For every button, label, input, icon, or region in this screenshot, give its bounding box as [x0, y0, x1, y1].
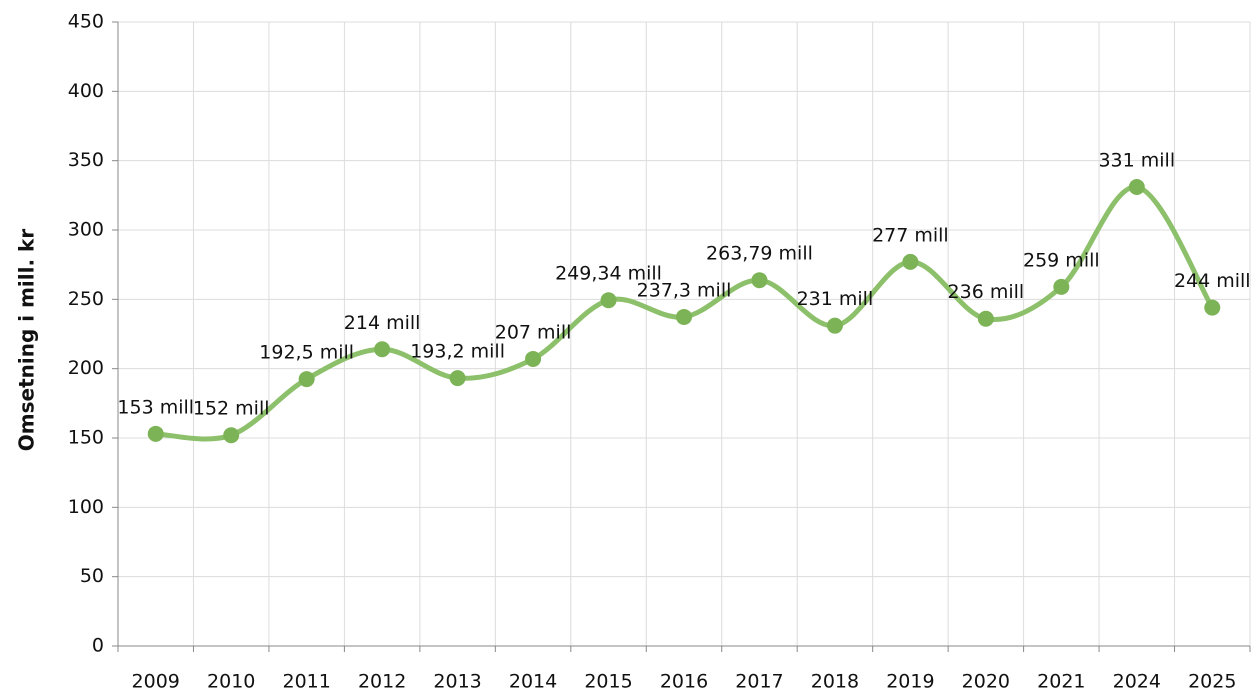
- data-label: 192,5 mill: [259, 342, 354, 364]
- data-point: [902, 253, 919, 270]
- data-label: 263,79 mill: [706, 243, 813, 265]
- x-tick-label: 2018: [811, 671, 859, 693]
- y-tick-label: 200: [68, 357, 104, 379]
- data-label: 259 mill: [1023, 249, 1100, 271]
- data-point: [826, 317, 843, 334]
- y-tick-label: 450: [68, 11, 104, 33]
- data-point: [1204, 299, 1221, 316]
- y-tick-label: 50: [80, 565, 104, 587]
- data-point: [751, 272, 768, 289]
- x-tick-label: 2015: [584, 671, 632, 693]
- x-tick-label: 2020: [962, 671, 1010, 693]
- data-point: [298, 371, 315, 388]
- y-axis-label: Omsetning i mill. kr: [15, 229, 39, 452]
- y-tick-label: 350: [68, 149, 104, 171]
- data-label: 231 mill: [797, 288, 874, 310]
- x-tick-label: 2010: [207, 671, 255, 693]
- data-label: 249,34 mill: [555, 263, 662, 285]
- data-point: [1128, 179, 1145, 196]
- x-tick-label: 2016: [660, 671, 708, 693]
- data-point: [676, 308, 692, 325]
- x-tick-label: 2019: [886, 671, 934, 693]
- data-label: 193,2 mill: [410, 341, 505, 363]
- data-point: [147, 425, 164, 442]
- data-point: [525, 350, 542, 367]
- data-point: [600, 292, 617, 309]
- y-tick-label: 100: [68, 496, 104, 518]
- data-point: [223, 427, 240, 444]
- y-tick-label: 300: [68, 219, 104, 241]
- data-label: 237,3 mill: [637, 279, 732, 301]
- data-label: 277 mill: [872, 224, 949, 246]
- data-point: [374, 341, 391, 358]
- x-tick-label: 2012: [358, 671, 406, 693]
- y-tick-label: 0: [92, 635, 104, 657]
- x-tick-label: 2017: [735, 671, 783, 693]
- y-tick-label: 150: [68, 427, 104, 449]
- data-point: [977, 310, 994, 327]
- data-label: 207 mill: [495, 321, 572, 343]
- data-label: 214 mill: [344, 312, 421, 334]
- x-tick-label: 2011: [282, 671, 330, 693]
- data-point: [449, 370, 466, 387]
- data-label: 152 mill: [193, 398, 270, 420]
- x-tick-label: 2025: [1188, 671, 1236, 693]
- data-point: [1053, 278, 1070, 295]
- data-label: 236 mill: [948, 281, 1025, 303]
- x-tick-label: 2021: [1037, 671, 1085, 693]
- data-label: 153 mill: [117, 396, 194, 418]
- y-tick-label: 400: [68, 80, 104, 102]
- x-tick-label: 2009: [132, 671, 180, 693]
- x-tick-label: 2024: [1113, 671, 1161, 693]
- x-tick-label: 2013: [433, 671, 481, 693]
- data-label: 244 mill: [1174, 270, 1251, 292]
- data-label: 331 mill: [1098, 150, 1175, 172]
- x-tick-label: 2014: [509, 671, 557, 693]
- y-tick-label: 250: [68, 288, 104, 310]
